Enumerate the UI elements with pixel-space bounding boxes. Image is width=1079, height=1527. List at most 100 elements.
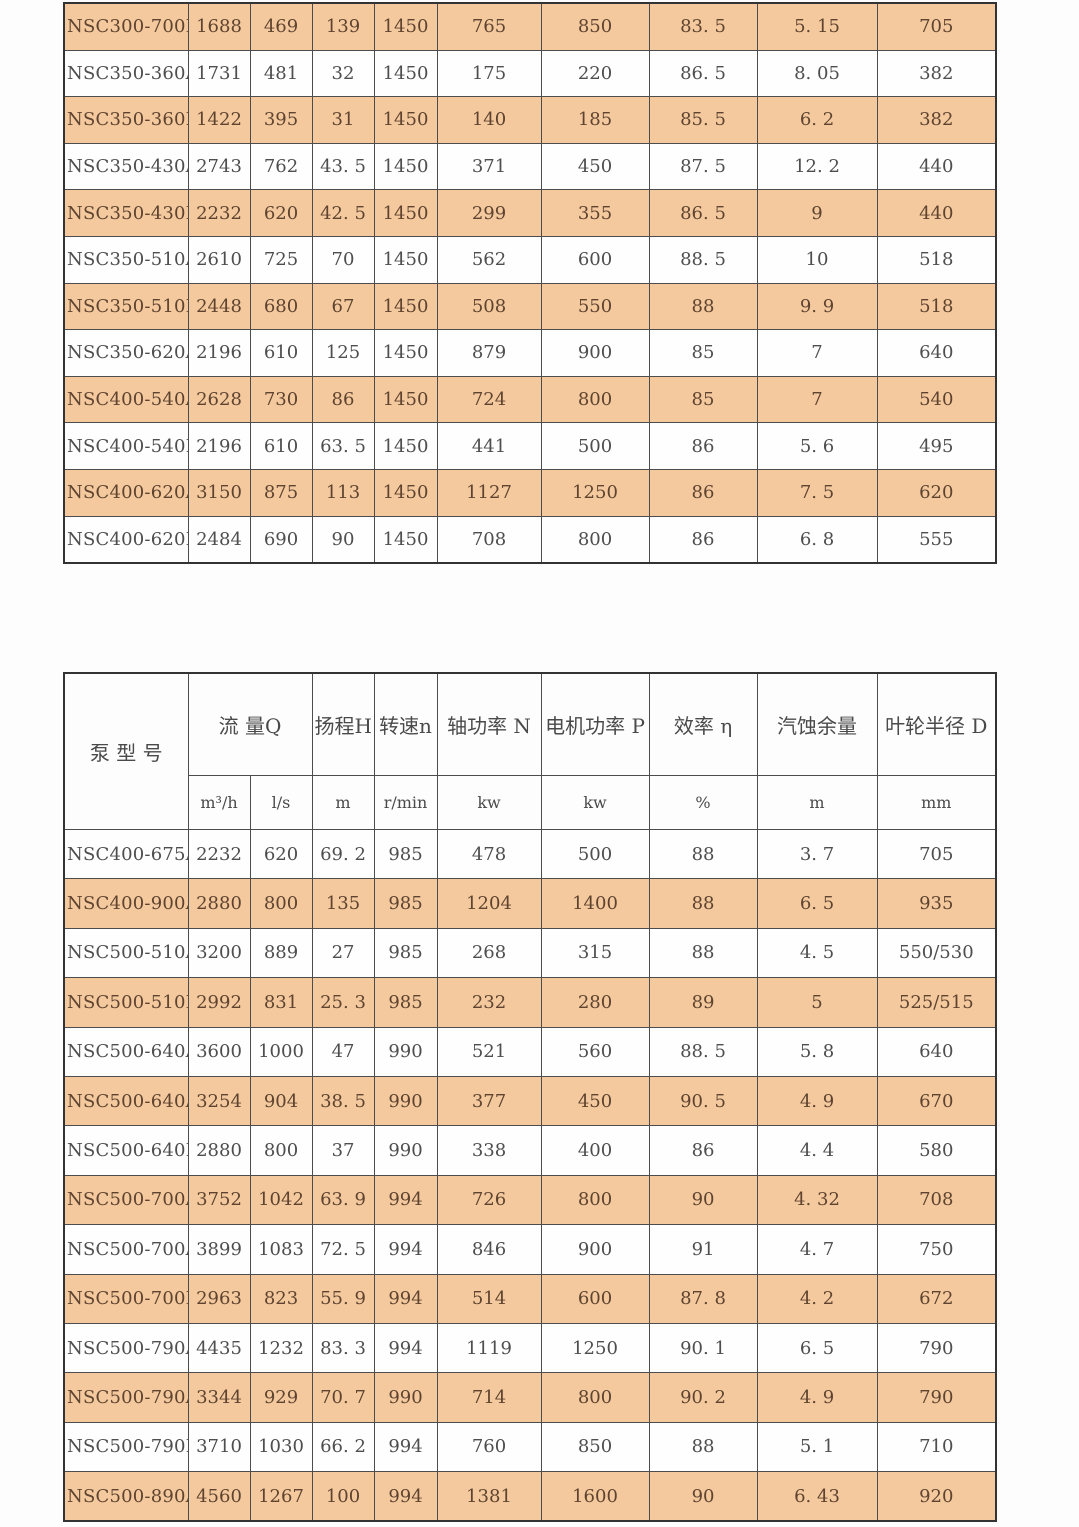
value-cell: 1731 — [187, 49, 251, 98]
value-cell: 610 — [249, 422, 313, 470]
value-cell: 86. 5 — [648, 49, 758, 98]
value-cell: 441 — [436, 422, 542, 470]
value-cell: 66. 2 — [311, 1421, 375, 1473]
table-row: NSC500-700A 3752 1042 63. 9 994 726 800 90 4. 32… — [63, 1174, 997, 1226]
value-cell: 726 — [436, 1174, 542, 1226]
value-cell: 1450 — [373, 282, 438, 331]
table-row: NSC500-510B 2992 831 25. 3 985 232 280 89 5 525/5… — [63, 977, 997, 1028]
value-cell: 1000 — [249, 1026, 313, 1077]
value-cell: 672 — [876, 1273, 997, 1324]
value-cell: 800 — [249, 878, 313, 929]
value-cell: 355 — [540, 189, 650, 237]
value-cell: 86 — [648, 1125, 758, 1176]
table-row: NSC300-700B 1688 469 139 1450 765 850 83. 5 5. 1… — [63, 2, 997, 51]
value-cell: 620 — [249, 189, 313, 237]
value-cell: 86 — [311, 375, 375, 424]
value-cell: 125 — [311, 329, 375, 377]
value-cell: 38. 5 — [311, 1075, 375, 1127]
value-cell: 3600 — [187, 1026, 251, 1077]
table-row: NSC350-510B 2448 680 67 1450 508 550 88 9. 9 518 — [63, 282, 997, 331]
value-cell: 800 — [540, 1174, 650, 1226]
value-cell: 521 — [436, 1026, 542, 1077]
value-cell: 12. 2 — [756, 142, 878, 191]
value-cell: 994 — [373, 1471, 438, 1522]
value-cell: 508 — [436, 282, 542, 331]
value-cell: 7. 5 — [756, 468, 878, 517]
value-cell: 86 — [648, 468, 758, 517]
unit-shaft-kw: kw — [436, 775, 542, 830]
value-cell: 560 — [540, 1026, 650, 1077]
value-cell: 725 — [249, 235, 313, 284]
value-cell: 620 — [249, 828, 313, 880]
value-cell: 1450 — [373, 2, 438, 51]
value-cell: 705 — [876, 828, 997, 880]
value-cell: 2880 — [187, 1125, 251, 1176]
value-cell: 63. 5 — [311, 422, 375, 470]
value-cell: 4. 9 — [756, 1075, 878, 1127]
value-cell: 4. 4 — [756, 1125, 878, 1176]
value-cell: 3899 — [187, 1224, 251, 1275]
value-cell: 87. 8 — [648, 1273, 758, 1324]
table-row: NSC500-510A 3200 889 27 985 268 315 88 4. 5 550/5… — [63, 927, 997, 979]
value-cell: 268 — [436, 927, 542, 979]
value-cell: 88 — [648, 282, 758, 331]
value-cell: 550 — [540, 282, 650, 331]
value-cell: 382 — [876, 96, 997, 144]
value-cell: 86 — [648, 515, 758, 564]
value-cell: 500 — [540, 828, 650, 880]
value-cell: 89 — [648, 977, 758, 1028]
value-cell: 580 — [876, 1125, 997, 1176]
table-row: NSC350-430A 2743 762 43. 5 1450 371 450 87. 5 12… — [63, 142, 997, 191]
value-cell: 1083 — [249, 1224, 313, 1275]
value-cell: 90. 1 — [648, 1322, 758, 1374]
pump-model-cell: NSC400-620B — [63, 515, 189, 564]
value-cell: 4435 — [187, 1322, 251, 1374]
value-cell: 440 — [876, 142, 997, 191]
value-cell: 790 — [876, 1372, 997, 1423]
value-cell: 4560 — [187, 1471, 251, 1522]
value-cell: 90. 2 — [648, 1372, 758, 1423]
col-header-efficiency: 效率 η — [648, 672, 758, 776]
table-row: NSC400-675A 2232 620 69. 2 985 478 500 88 3. 7 70… — [63, 828, 997, 880]
value-cell: 935 — [876, 878, 997, 929]
value-cell: 1450 — [373, 422, 438, 470]
value-cell: 610 — [249, 329, 313, 377]
value-cell: 990 — [373, 1075, 438, 1127]
value-cell: 6. 43 — [756, 1471, 878, 1522]
value-cell: 5. 1 — [756, 1421, 878, 1473]
value-cell: 889 — [249, 927, 313, 979]
value-cell: 1030 — [249, 1421, 313, 1473]
value-cell: 338 — [436, 1125, 542, 1176]
value-cell: 377 — [436, 1075, 542, 1127]
value-cell: 280 — [540, 977, 650, 1028]
value-cell: 1450 — [373, 515, 438, 564]
value-cell: 800 — [540, 515, 650, 564]
pump-model-cell: NSC350-360B — [63, 96, 189, 144]
value-cell: 9 — [756, 189, 878, 237]
pump-model-cell: NSC500-510B — [63, 977, 189, 1028]
value-cell: 90 — [648, 1471, 758, 1522]
value-cell: 6. 8 — [756, 515, 878, 564]
value-cell: 481 — [249, 49, 313, 98]
pump-model-cell: NSC500-640A1 — [63, 1075, 189, 1127]
pump-model-cell: NSC500-790B — [63, 1421, 189, 1473]
pump-model-cell: NSC500-640B — [63, 1125, 189, 1176]
value-cell: 1450 — [373, 375, 438, 424]
value-cell: 7 — [756, 375, 878, 424]
value-cell: 705 — [876, 2, 997, 51]
value-cell: 760 — [436, 1421, 542, 1473]
value-cell: 43. 5 — [311, 142, 375, 191]
pump-model-cell: NSC400-540B — [63, 422, 189, 470]
value-cell: 5. 6 — [756, 422, 878, 470]
value-cell: 540 — [876, 375, 997, 424]
value-cell: 1381 — [436, 1471, 542, 1522]
value-cell: 450 — [540, 1075, 650, 1127]
value-cell: 1267 — [249, 1471, 313, 1522]
value-cell: 831 — [249, 977, 313, 1028]
pump-model-cell: NSC400-900A — [63, 878, 189, 929]
